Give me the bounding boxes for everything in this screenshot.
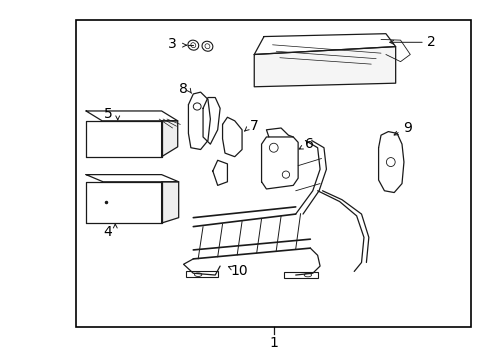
Polygon shape: [86, 111, 177, 121]
Polygon shape: [86, 175, 178, 182]
Text: 4: 4: [103, 225, 112, 239]
Text: 3: 3: [167, 37, 176, 51]
Polygon shape: [86, 121, 161, 157]
Text: 2: 2: [427, 35, 435, 49]
Polygon shape: [254, 46, 395, 87]
Text: 5: 5: [103, 107, 112, 121]
Text: 1: 1: [269, 336, 278, 350]
Text: 7: 7: [249, 119, 258, 133]
Text: 10: 10: [230, 265, 248, 278]
Bar: [76, 21, 470, 327]
Polygon shape: [161, 182, 178, 223]
Polygon shape: [161, 121, 177, 157]
Bar: [185, 271, 217, 277]
Text: 9: 9: [403, 121, 411, 135]
Text: 8: 8: [179, 82, 187, 95]
Text: 6: 6: [305, 137, 314, 151]
Polygon shape: [254, 34, 395, 54]
Bar: [283, 272, 317, 278]
Polygon shape: [86, 182, 161, 223]
